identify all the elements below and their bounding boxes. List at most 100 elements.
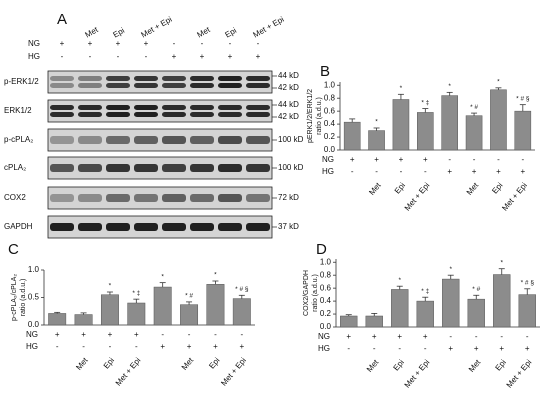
- x-tick-label: Met: [74, 355, 90, 372]
- y-tick-label: 0.2: [324, 132, 336, 141]
- annotation: * # §: [521, 280, 535, 287]
- band: [190, 136, 214, 144]
- band: [78, 83, 102, 88]
- blot-strip: [47, 70, 273, 94]
- band: [106, 194, 130, 202]
- condition-mark: +: [448, 344, 453, 353]
- y-tick-label: 0.8: [320, 270, 332, 279]
- y-tick-label: 0.0: [28, 320, 40, 329]
- bar: [416, 300, 434, 328]
- condition-mark: -: [135, 342, 138, 351]
- error-bar: [396, 285, 403, 290]
- error-bar: [106, 291, 113, 295]
- band: [134, 223, 158, 231]
- condition-mark: +: [108, 330, 113, 339]
- band: [50, 223, 74, 231]
- condition-mark: -: [400, 167, 403, 176]
- marker-label: 100 kD: [278, 163, 304, 172]
- error-bar: [345, 314, 352, 316]
- y-tick-label: 0.6: [320, 283, 332, 292]
- band: [246, 164, 270, 172]
- band: [78, 136, 102, 144]
- condition-mark: -: [56, 342, 59, 351]
- condition-mark: +: [81, 330, 86, 339]
- condition-mark: +: [160, 342, 165, 351]
- condition-mark: +: [239, 342, 244, 351]
- x-tick-label: Epi: [207, 356, 221, 371]
- condition-mark: +: [499, 344, 504, 353]
- marker-label: 100 kD: [278, 135, 304, 144]
- band: [218, 112, 242, 117]
- annotation: * # §: [516, 95, 530, 102]
- condition-mark: +: [172, 52, 177, 61]
- annotation: *: [449, 266, 452, 273]
- row-label: p-ERK1/2: [4, 77, 39, 86]
- column-label: Met: [84, 25, 101, 40]
- condition-mark: +: [423, 155, 428, 164]
- condition-mark: +: [60, 39, 65, 48]
- bar: [467, 298, 485, 328]
- annotation: * #: [472, 286, 480, 293]
- x-tick-label: Met + Epi: [219, 356, 248, 388]
- error-bar: [373, 127, 380, 131]
- marker-label: 44 kD: [278, 71, 299, 80]
- condition-mark: -: [373, 344, 376, 353]
- marker-label: 72 kD: [278, 193, 299, 202]
- condition-mark: -: [475, 332, 478, 341]
- error-bar: [238, 294, 245, 299]
- condition-mark: -: [229, 39, 232, 48]
- error-bar: [495, 87, 502, 90]
- y-axis-label: ratio (a.d.u.): [20, 279, 27, 317]
- error-bar: [519, 104, 526, 112]
- condition-mark: +: [55, 330, 60, 339]
- band: [246, 105, 270, 110]
- condition-mark: +: [116, 39, 121, 48]
- band: [78, 194, 102, 202]
- bar: [206, 284, 225, 326]
- band: [50, 194, 74, 202]
- band: [190, 112, 214, 117]
- y-tick-label: 1.0: [324, 80, 336, 89]
- y-tick-label: 1.0: [28, 265, 40, 274]
- condition-mark: +: [472, 167, 477, 176]
- band: [106, 76, 130, 81]
- condition-mark: +: [134, 330, 139, 339]
- condition-mark: +: [525, 344, 530, 353]
- error-bar: [349, 118, 356, 123]
- y-tick-label: 1.0: [320, 257, 332, 266]
- row-label: p-cPLA₂: [4, 135, 33, 144]
- band: [218, 136, 242, 144]
- condition-mark: +: [496, 167, 501, 176]
- band: [246, 136, 270, 144]
- band: [78, 105, 102, 110]
- band: [78, 76, 102, 81]
- bar: [391, 289, 409, 328]
- y-tick-label: 0.6: [324, 106, 336, 115]
- x-tick-label: Met + Epi: [403, 181, 432, 213]
- band: [50, 112, 74, 117]
- annotation: *: [214, 272, 217, 279]
- band: [162, 105, 186, 110]
- x-tick-label: Epi: [392, 358, 406, 373]
- band: [190, 223, 214, 231]
- bar: [180, 304, 199, 326]
- band: [134, 112, 158, 117]
- annotation: *: [398, 277, 401, 284]
- y-axis-label: p-cPLA₂/cPLA₂: [11, 274, 18, 321]
- condition-name: NG: [26, 330, 38, 339]
- band: [134, 76, 158, 81]
- x-tick-label: Met: [365, 357, 381, 374]
- condition-name: HG: [322, 167, 334, 176]
- y-tick-label: 0.5: [28, 293, 40, 302]
- panel-label: C: [8, 241, 19, 258]
- error-bar: [133, 298, 140, 303]
- band: [134, 136, 158, 144]
- band: [246, 194, 270, 202]
- x-tick-label: Met + Epi: [403, 358, 432, 390]
- condition-mark: -: [257, 39, 260, 48]
- condition-mark: -: [82, 342, 85, 351]
- y-tick-label: 0.2: [320, 309, 332, 318]
- condition-mark: +: [372, 332, 377, 341]
- band: [162, 136, 186, 144]
